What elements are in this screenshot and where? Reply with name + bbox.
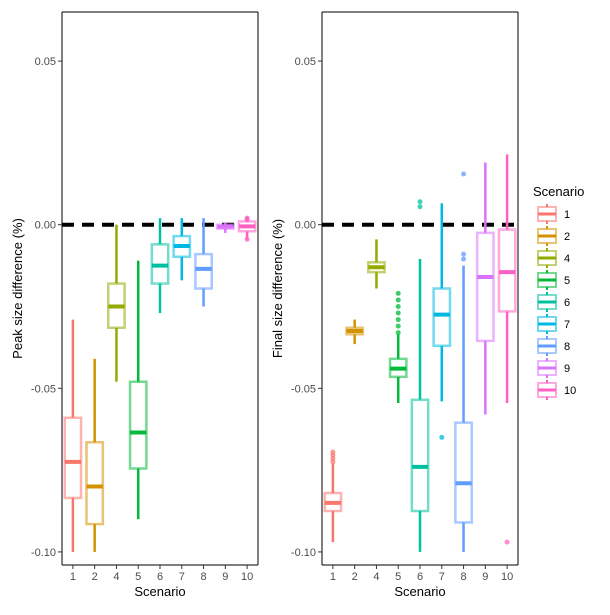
legend-item-4: 4 [537, 248, 570, 268]
outlier-5-0 [395, 290, 401, 296]
box-scenario-1 [63, 319, 83, 552]
legend-item-1: 1 [537, 204, 570, 224]
legend-label: 9 [564, 363, 570, 375]
x-tick-label: 4 [113, 571, 119, 583]
box-scenario-10 [237, 215, 257, 242]
y-tick-label: 0.00 [35, 220, 56, 232]
outlier-7-0 [439, 434, 445, 440]
iqr-box-6 [410, 398, 430, 513]
x-tick-label: 10 [241, 571, 253, 583]
legend-item-10: 10 [537, 380, 576, 400]
box-scenario-4 [367, 239, 386, 289]
x-tick-label: 2 [92, 571, 98, 583]
x-axis-title: Scenario [394, 584, 445, 599]
outlier-6-0 [417, 199, 423, 205]
outlier-10-1 [244, 217, 250, 223]
box-scenario-8 [454, 171, 473, 552]
outlier-5-2 [395, 303, 401, 309]
outlier-8-1 [461, 251, 467, 257]
x-tick-label: 8 [460, 571, 466, 583]
legend-label: 4 [564, 253, 570, 265]
y-axis-title: Final size difference (%) [270, 219, 285, 358]
outlier-8-2 [461, 256, 467, 262]
outlier-6-1 [417, 204, 423, 210]
x-tick-label: 7 [439, 571, 445, 583]
x-tick-label: 9 [222, 571, 228, 583]
legend-item-2: 2 [537, 226, 570, 246]
x-axis-title: Scenario [134, 584, 185, 599]
outlier-1-3 [330, 449, 336, 455]
x-tick-label: 7 [179, 571, 185, 583]
x-tick-label: 4 [373, 571, 379, 583]
x-tick-label: 1 [70, 571, 76, 583]
legend-label: 5 [564, 275, 570, 287]
legend-item-5: 5 [537, 270, 570, 290]
y-tick-label: 0.05 [295, 56, 316, 68]
y-tick-label: -0.10 [291, 547, 316, 559]
box-scenario-9 [475, 162, 495, 415]
x-tick-label: 1 [330, 571, 336, 583]
box-scenario-2 [345, 319, 365, 345]
x-tick-label: 8 [200, 571, 206, 583]
x-tick-label: 2 [352, 571, 358, 583]
outlier-5-5 [395, 323, 401, 329]
outlier-5-6 [395, 330, 401, 336]
x-tick-label: 10 [501, 571, 513, 583]
box-scenario-8 [194, 218, 213, 307]
y-tick-label: 0.05 [35, 56, 56, 68]
x-tick-label: 6 [417, 571, 423, 583]
legend-label: 10 [564, 385, 576, 397]
x-tick-label: 5 [395, 571, 401, 583]
box-scenario-7 [172, 218, 192, 281]
legend-label: 1 [564, 209, 570, 221]
y-tick-label: -0.05 [291, 383, 316, 395]
iqr-box-1 [63, 416, 83, 500]
y-axis-title: Peak size difference (%) [10, 218, 25, 359]
iqr-box-9 [475, 231, 495, 343]
box-scenario-5 [388, 290, 408, 404]
legend-label: 2 [564, 231, 570, 243]
outlier-5-4 [395, 317, 401, 323]
outlier-10-2 [244, 236, 250, 242]
box-scenario-5 [128, 260, 148, 520]
outlier-10-0 [504, 539, 510, 545]
iqr-box-8 [194, 252, 213, 290]
outlier-5-1 [395, 297, 401, 303]
box-scenario-9 [215, 223, 235, 233]
x-tick-label: 6 [157, 571, 163, 583]
panel-right: 0.05 0.00 -0.05 -0.10 1 2 4 5 6 7 8 9 10 Scenario Fina… [270, 11, 519, 599]
box-scenario-10 [497, 154, 517, 545]
legend-item-8: 8 [537, 336, 570, 356]
box-scenario-6 [410, 199, 430, 552]
legend-item-6: 6 [537, 292, 570, 312]
y-tick-label: -0.05 [31, 383, 56, 395]
box-scenario-4 [107, 224, 126, 382]
legend-item-7: 7 [537, 314, 570, 334]
outlier-5-3 [395, 310, 401, 316]
legend-label: 6 [564, 297, 570, 309]
y-tick-label: -0.10 [31, 547, 56, 559]
box-scenario-7 [432, 203, 452, 440]
box-scenario-1 [323, 449, 343, 543]
x-tick-label: 5 [135, 571, 141, 583]
panel-left: 0.05 0.00 -0.05 -0.10 1 2 4 5 6 7 8 9 10 Scenario Peak… [10, 11, 259, 599]
box-scenario-2 [85, 358, 105, 552]
outlier-8-0 [461, 171, 467, 177]
legend-title: Scenario [533, 184, 584, 199]
legend-label: 7 [564, 319, 570, 331]
iqr-box-8 [454, 421, 473, 524]
legend-label: 8 [564, 341, 570, 353]
iqr-box-2 [85, 441, 105, 526]
y-tick-label: 0.00 [295, 220, 316, 232]
legend: Scenario 1 2 4 5 6 7 8 9 10 [533, 184, 584, 400]
iqr-box-7 [432, 287, 452, 348]
x-tick-label: 9 [482, 571, 488, 583]
legend-item-9: 9 [537, 358, 570, 378]
iqr-box-5 [128, 380, 148, 470]
box-scenario-6 [150, 218, 170, 314]
